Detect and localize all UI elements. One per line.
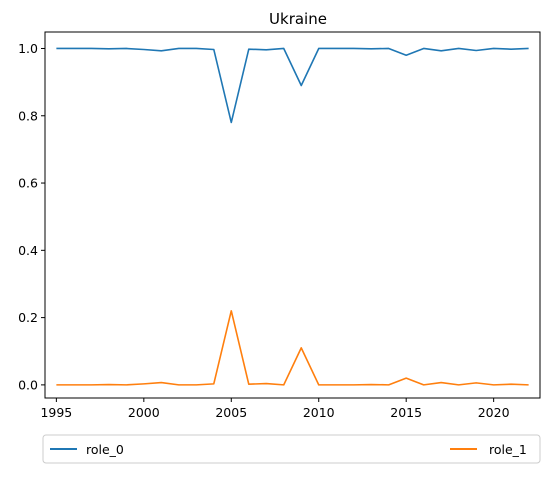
x-tick-label: 2000: [128, 405, 160, 420]
legend: role_0 role_1: [42, 434, 541, 464]
y-tick-label: 0.8: [18, 108, 38, 123]
y-tick-label: 0.0: [18, 377, 38, 392]
series-lines: [56, 47, 529, 386]
x-tick-label: 2015: [390, 405, 422, 420]
y-tick-label: 0.6: [18, 176, 38, 191]
series-line-role-0: [56, 47, 529, 124]
x-tick-label: 1995: [40, 405, 72, 420]
x-tick-label: 2020: [478, 405, 510, 420]
x-tick-label: 2005: [215, 405, 247, 420]
y-tick-label: 0.2: [18, 310, 38, 325]
series-line-role-1: [56, 310, 529, 386]
chart-title: Ukraine: [269, 10, 327, 28]
legend-label-role-0: role_0: [86, 442, 124, 457]
y-axis: 0.0 0.2 0.4 0.6 0.8 1.0: [18, 41, 45, 392]
x-axis: 1995 2000 2005 2010 2015 2020: [40, 398, 510, 420]
x-tick-label: 2010: [303, 405, 335, 420]
legend-label-role-1: role_1: [489, 442, 527, 457]
y-tick-label: 1.0: [18, 41, 38, 56]
legend-frame: [42, 434, 541, 464]
plot-area-frame: [44, 31, 541, 399]
y-tick-label: 0.4: [18, 243, 38, 258]
